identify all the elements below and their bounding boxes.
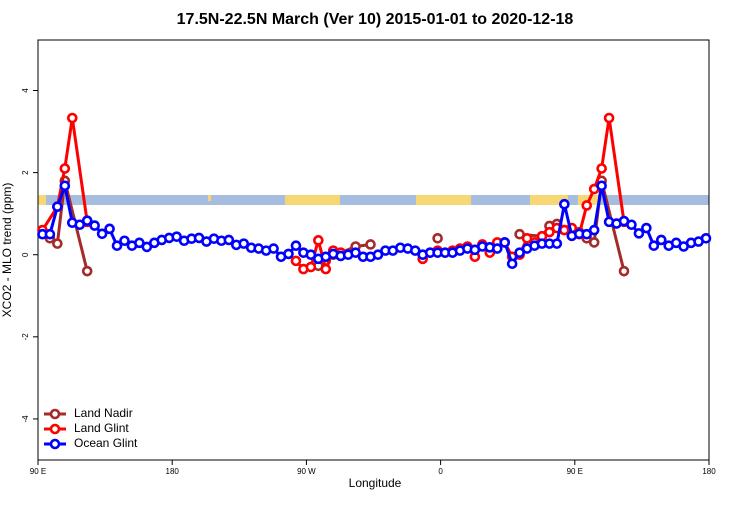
y-tick-label: 2 — [21, 170, 30, 175]
data-point — [409, 245, 421, 256]
x-tick-label: 180 — [166, 467, 180, 476]
data-point — [372, 249, 384, 261]
data-point — [618, 265, 630, 277]
data-point — [305, 261, 317, 273]
data-point — [104, 223, 115, 235]
data-point — [514, 247, 525, 258]
data-point — [581, 200, 593, 211]
legend-label: Ocean Glint — [74, 436, 138, 450]
y-tick-label: -2 — [21, 333, 30, 341]
data-point — [432, 232, 443, 244]
data-point — [313, 235, 324, 246]
data-point — [305, 249, 317, 261]
data-point — [588, 237, 600, 248]
y-tick-label: 4 — [21, 88, 30, 93]
data-point — [648, 240, 660, 251]
data-point — [111, 240, 123, 251]
data-point — [633, 228, 645, 239]
legend-marker — [49, 408, 61, 420]
data-point — [521, 232, 533, 244]
data-point — [74, 219, 86, 231]
data-point — [700, 232, 712, 244]
data-point — [89, 220, 100, 231]
plot-frame — [37, 39, 710, 461]
data-point — [641, 222, 652, 234]
data-point — [66, 112, 78, 124]
data-point — [626, 219, 637, 231]
data-point — [603, 112, 615, 124]
data-point — [596, 180, 607, 192]
data-point — [559, 198, 570, 210]
data-point — [52, 238, 63, 249]
data-point — [588, 224, 600, 236]
data-point — [596, 163, 607, 174]
data-point — [290, 255, 302, 267]
data-point — [350, 247, 361, 258]
x-tick-label: 90 E — [30, 467, 46, 476]
data-point — [320, 263, 332, 275]
y-axis-label: XCO2 - MLO trend (ppm) — [0, 183, 14, 318]
x-tick-label: 90 W — [297, 467, 316, 476]
data-point — [283, 248, 294, 260]
data-point — [551, 238, 563, 249]
data-point — [499, 237, 511, 248]
data-point — [514, 228, 525, 240]
data-point — [223, 234, 235, 246]
data-point — [119, 235, 130, 247]
data-point — [655, 234, 667, 246]
data-point — [365, 239, 376, 250]
x-tick-label: 0 — [438, 467, 443, 476]
x-tick-label: 90 E — [567, 467, 583, 476]
data-point — [134, 237, 145, 249]
x-tick-label: 180 — [702, 467, 716, 476]
legend-label: Land Nadir — [74, 406, 133, 420]
y-tick-label: 0 — [21, 252, 30, 257]
legend-marker — [49, 438, 61, 450]
data-point — [491, 243, 503, 254]
data-point — [238, 238, 250, 249]
chart-title: 17.5N-22.5N March (Ver 10) 2015-01-01 to… — [177, 11, 574, 28]
data-point — [52, 201, 63, 212]
data-point — [506, 258, 518, 270]
data-point — [581, 228, 593, 240]
data-point — [59, 180, 71, 192]
legend-marker — [49, 423, 61, 435]
data-point — [59, 163, 71, 174]
data-point — [96, 228, 108, 240]
data-point — [290, 240, 302, 251]
data-point — [268, 243, 279, 254]
y-tick-label: -4 — [21, 415, 30, 423]
legend-label: Land Glint — [74, 421, 129, 435]
data-point — [141, 241, 153, 253]
data-point — [44, 228, 56, 240]
data-point — [171, 231, 182, 242]
data-point — [81, 215, 93, 226]
x-axis-label: Longitude — [349, 476, 402, 490]
data-point — [544, 226, 555, 238]
data-point — [81, 265, 93, 277]
